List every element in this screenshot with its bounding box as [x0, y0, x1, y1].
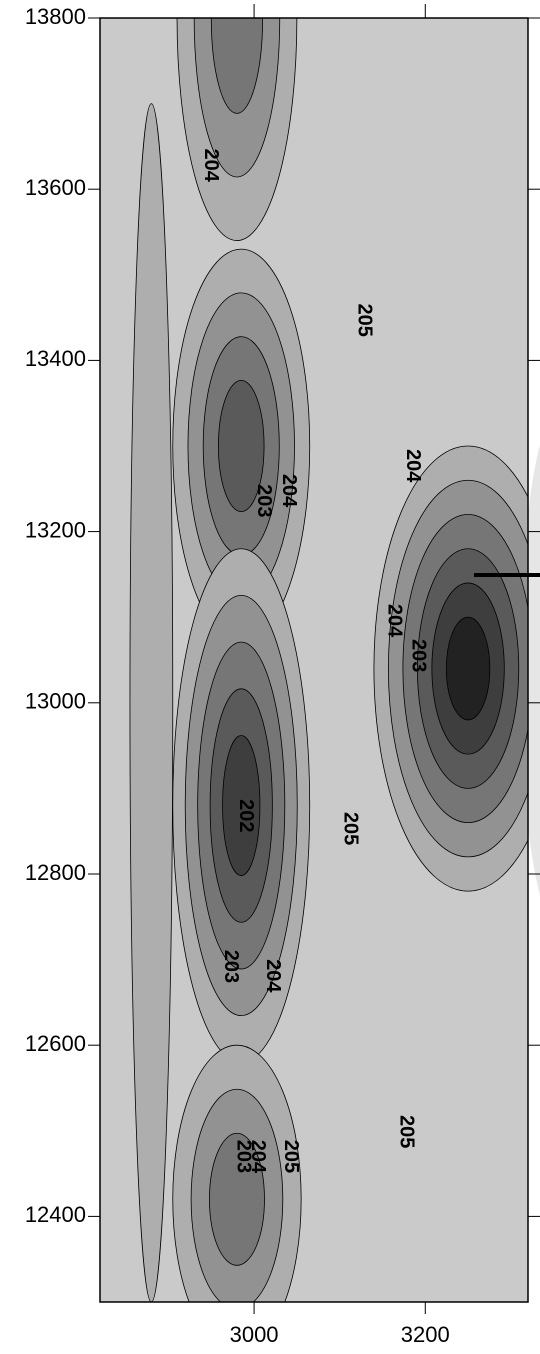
contour-label: 203 [220, 950, 242, 983]
x-tick-label: 3000 [230, 1322, 279, 1347]
contour-label: 204 [383, 604, 405, 638]
contour-region [445, 616, 491, 721]
axes: 12400 12600 12800 13000 13200 13400 13600 13800… [25, 4, 540, 1347]
plot-area [100, 18, 528, 1302]
contour-label: 204 [200, 149, 222, 183]
contour-label: 204 [402, 449, 424, 483]
contour-label: 205 [395, 1115, 417, 1148]
y-tick-label: 13600 [25, 175, 86, 200]
contour-label: 205 [340, 812, 362, 845]
y-tick-label: 12800 [25, 860, 86, 885]
contour-region [129, 103, 174, 1302]
y-tick-label: 12400 [25, 1202, 86, 1227]
frame [99, 17, 529, 1303]
contour-label: 203 [253, 484, 275, 517]
contour-label: 204 [278, 474, 300, 508]
y-tick-label: 12600 [25, 1031, 86, 1056]
contour-label: 202 [235, 799, 257, 832]
contour-region [210, 18, 264, 114]
contour-region [209, 1132, 265, 1266]
x-tick-label: 3200 [401, 1322, 450, 1347]
contour-label: 205 [280, 1140, 302, 1173]
contour-label: 204 [247, 1140, 269, 1174]
contour-region [218, 379, 265, 513]
y-tick-label: 13200 [25, 517, 86, 542]
y-tick-label: 13400 [25, 346, 86, 371]
contour-label: 204 [262, 959, 284, 993]
contour-label: 205 [353, 303, 375, 336]
contour-label: 203 [233, 1140, 255, 1173]
contour-label: 203 [407, 639, 429, 672]
y-tick-label: 13000 [25, 689, 86, 714]
contour-region [222, 735, 261, 876]
y-tick-label: 13800 [25, 4, 86, 29]
